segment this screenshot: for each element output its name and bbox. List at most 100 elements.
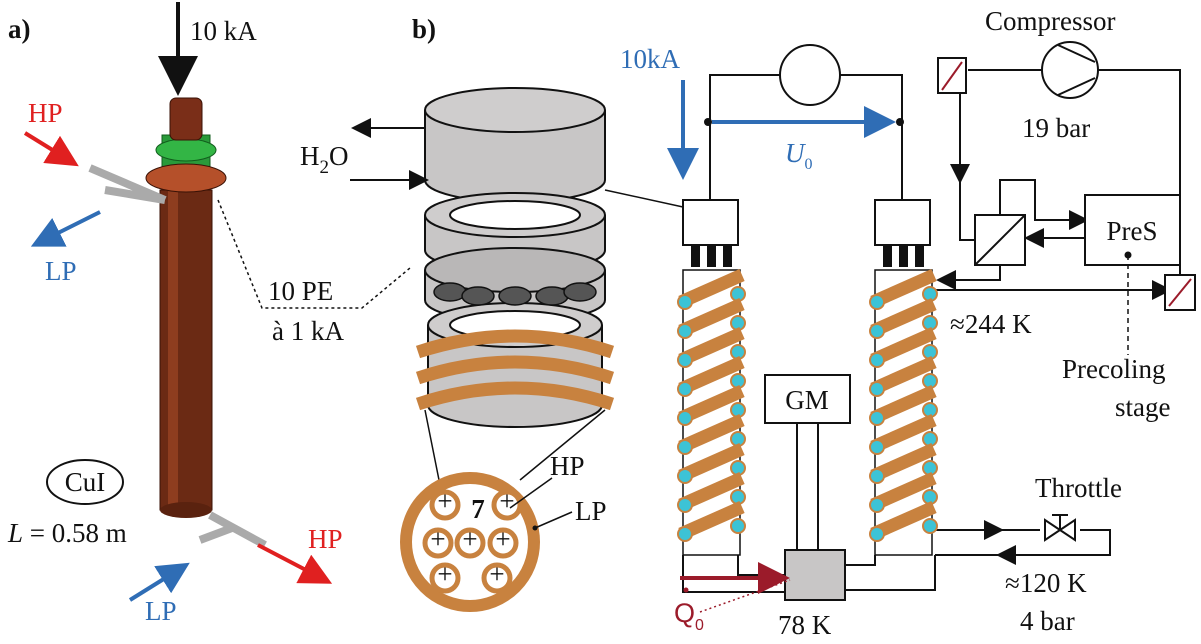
circuit-part — [940, 265, 1000, 280]
connector — [883, 245, 892, 267]
connector — [723, 245, 732, 267]
coil-port — [870, 440, 884, 454]
connector — [915, 245, 924, 267]
tube-center: + — [437, 559, 452, 589]
coil-port — [731, 519, 745, 533]
heat-symbol: Q — [674, 598, 695, 628]
connector — [691, 245, 700, 267]
coil-port — [678, 527, 692, 541]
coil-port — [870, 353, 884, 367]
hp-label: HP — [308, 524, 343, 554]
circuit-part — [1045, 515, 1075, 540]
coil-port — [870, 411, 884, 425]
throttle-label: Throttle — [1035, 473, 1122, 503]
coil-port — [870, 498, 884, 512]
bead — [462, 287, 494, 305]
coil-port — [678, 440, 692, 454]
pressure-label: 19 bar — [1022, 113, 1090, 143]
temp-label: ≈244 K — [950, 309, 1032, 339]
coil-port — [678, 382, 692, 396]
circuit-part — [780, 45, 840, 105]
marker-dot — [1125, 252, 1132, 259]
tube-center: + — [499, 486, 514, 516]
current-label: 10 kA — [190, 16, 257, 46]
coil-port — [678, 498, 692, 512]
tube-center: + — [430, 524, 445, 554]
current-label: 10kA — [620, 44, 681, 74]
circuit-part — [845, 555, 935, 590]
water-main: H — [300, 141, 320, 171]
bead — [434, 283, 466, 301]
tube-center: + — [462, 524, 477, 554]
coil-port — [678, 411, 692, 425]
coil-port — [870, 324, 884, 338]
lead-body-part — [170, 98, 202, 140]
leader-line — [535, 512, 572, 528]
lead-body-part — [160, 502, 212, 518]
coil-port — [678, 295, 692, 309]
circuit-part — [683, 555, 785, 592]
lp-out-arrow — [38, 212, 100, 243]
voltage-sub: 0 — [805, 156, 813, 173]
coil-port — [870, 527, 884, 541]
coil-port — [678, 324, 692, 338]
page: {"panel_a": {"label": "a)", "current": "… — [0, 0, 1201, 639]
circuit-part — [797, 423, 818, 550]
compressor-label: Compressor — [985, 6, 1116, 36]
circuit-part — [785, 550, 845, 600]
circuit — [683, 42, 1195, 600]
coil-port — [870, 469, 884, 483]
material-label: CuI — [65, 467, 106, 497]
pres-label: PreS — [1106, 216, 1157, 246]
voltage-symbol: U — [785, 138, 806, 168]
bead — [499, 287, 531, 305]
lead-body-part — [146, 164, 226, 192]
connector — [707, 245, 716, 267]
heat-label: Q0 — [674, 598, 704, 634]
lead-body-part — [168, 190, 178, 510]
hp-in-arrow — [25, 133, 72, 162]
lead-body — [90, 98, 265, 545]
panel-a: a) 10 kA HP LP 10 PE à 1 kA CuI L = 0.58… — [7, 2, 410, 626]
lead-body-part — [156, 139, 216, 161]
circuit-part — [875, 200, 930, 245]
cylinder-stack-part — [425, 88, 605, 132]
lead-body-part — [160, 190, 212, 510]
circuit-part — [960, 93, 975, 240]
heat-sub: 0 — [695, 617, 704, 634]
lp-label: LP — [45, 256, 77, 286]
water-sub: 2 — [320, 157, 330, 178]
pe-label: 10 PE — [268, 276, 333, 306]
gm-label: GM — [785, 385, 829, 415]
panel-label: b) — [412, 14, 436, 44]
coil-port — [870, 382, 884, 396]
node — [896, 118, 904, 126]
cylinder-stack — [425, 88, 605, 427]
water-tail: O — [329, 141, 349, 171]
hp-label: HP — [550, 451, 585, 481]
circuit-part — [683, 200, 738, 245]
hp-label: HP — [28, 98, 63, 128]
connector — [899, 245, 908, 267]
panel-label: a) — [8, 14, 31, 44]
voltage-label: U0 — [785, 138, 813, 173]
bead — [564, 283, 596, 301]
precooling-label: stage — [1115, 392, 1170, 422]
coil-port — [678, 469, 692, 483]
lp-label: LP — [575, 496, 607, 526]
tube-count: 7 — [471, 494, 485, 524]
coil-port — [870, 295, 884, 309]
temp-label: 78 K — [778, 610, 832, 639]
cross-section: + + + + + + + 7 HP LP — [406, 451, 607, 606]
panel-b: b) H2O + + + + + + + 7 HP LP — [300, 14, 683, 606]
coil-port — [923, 519, 937, 533]
tube-center: + — [489, 559, 504, 589]
pe-label: à 1 kA — [272, 316, 344, 346]
tube-center: + — [495, 524, 510, 554]
water-label: H2O — [300, 141, 349, 178]
figure: a) 10 kA HP LP 10 PE à 1 kA CuI L = 0.58… — [0, 0, 1201, 639]
tube-center: + — [437, 486, 452, 516]
coil-port — [678, 353, 692, 367]
marker-dot — [533, 526, 538, 531]
node — [704, 118, 712, 126]
